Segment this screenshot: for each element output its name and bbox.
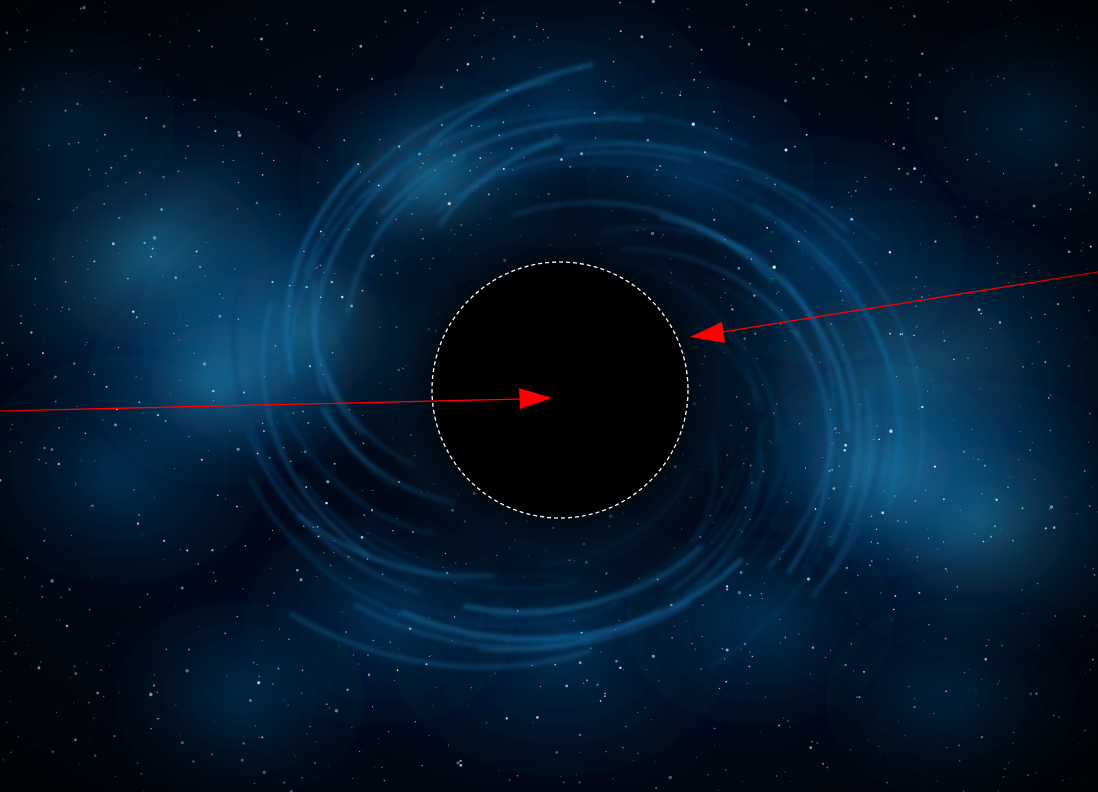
space-scene (0, 0, 1098, 792)
vignette-overlay (0, 0, 1098, 792)
